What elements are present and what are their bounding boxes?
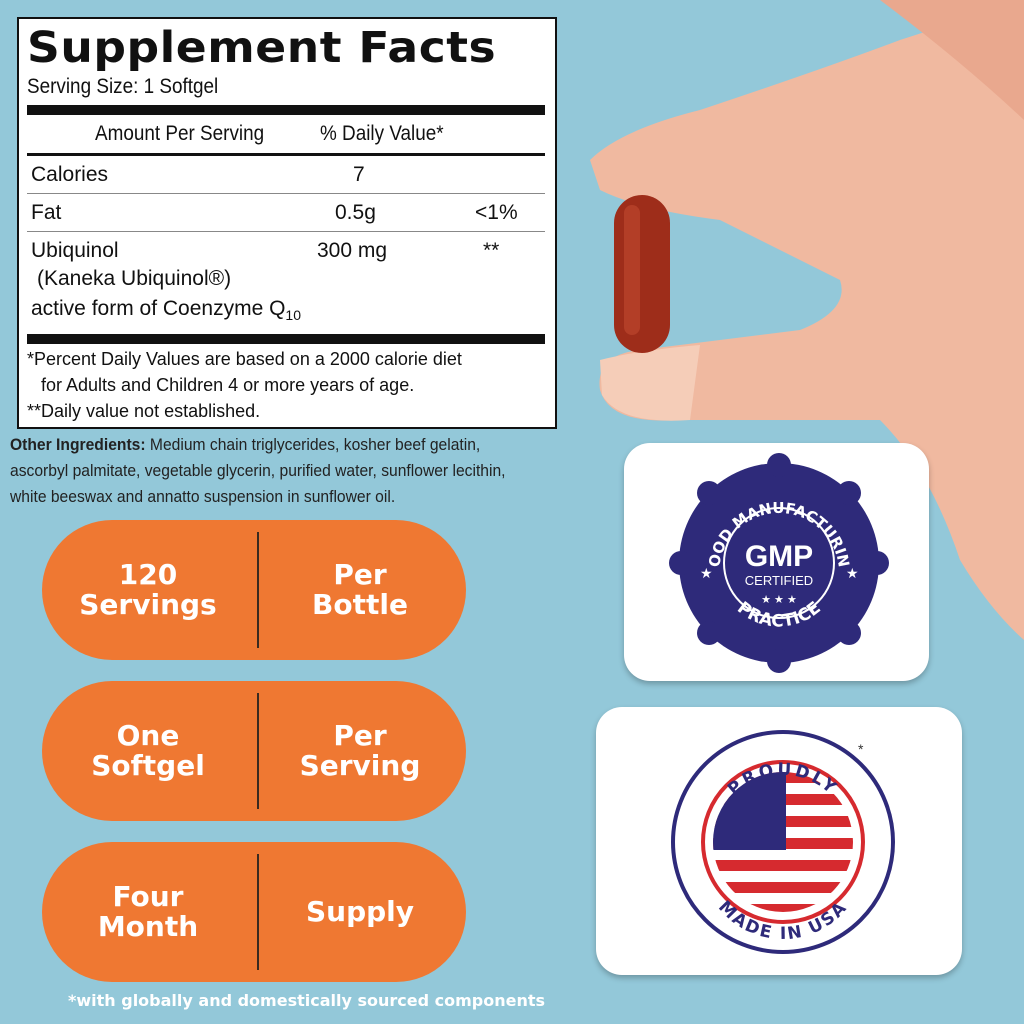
sourcing-footnote: *with globally and domestically sourced …: [68, 991, 546, 1010]
nutrient-row: Ubiquinol 300 mg **: [31, 239, 500, 262]
nutrient-row: Fat 0.5g <1%: [31, 201, 518, 224]
other-ingredients: Other Ingredients: Medium chain triglyce…: [10, 435, 506, 506]
dv-footnote: *Percent Daily Values are based on a 200…: [27, 349, 462, 422]
serving-size: Serving Size: 1 Softgel: [27, 75, 219, 98]
svg-text:★: ★: [846, 565, 859, 581]
svg-text:CERTIFIED: CERTIFIED: [745, 573, 813, 588]
svg-text:★: ★: [700, 565, 713, 581]
dv-header: % Daily Value*: [320, 122, 444, 145]
svg-text:*: *: [858, 741, 864, 757]
facts-title: Supplement Facts: [27, 23, 497, 73]
made-in-usa-card: PROUDLY MADE IN USA *: [596, 707, 962, 975]
svg-text:GMP: GMP: [745, 540, 813, 573]
dose-pill: One Softgel Per Serving: [42, 681, 466, 821]
nutrient-row: Calories 7: [31, 163, 365, 186]
svg-text:★ ★ ★: ★ ★ ★: [761, 594, 797, 606]
ubiquinol-brand: (Kaneka Ubiquinol®): [37, 267, 232, 290]
supplement-facts-panel: Supplement Facts Serving Size: 1 Softgel…: [17, 17, 557, 429]
gmp-seal-icon: GOOD MANUFACTURING PRACTICE GMP CERTIFIE…: [618, 429, 889, 673]
softgel-icon: [614, 195, 670, 353]
usa-flag-seal-icon: PROUDLY MADE IN USA *: [671, 730, 895, 954]
ubiquinol-desc: active form of Coenzyme Q10: [31, 297, 301, 324]
supply-pill: Four Month Supply: [42, 842, 466, 982]
hand-icon: [590, 0, 1024, 640]
gmp-badge-card: GOOD MANUFACTURING PRACTICE GMP CERTIFIE…: [618, 429, 929, 681]
amount-header: Amount Per Serving: [95, 122, 265, 145]
servings-pill: 120 Servings Per Bottle: [42, 520, 466, 660]
